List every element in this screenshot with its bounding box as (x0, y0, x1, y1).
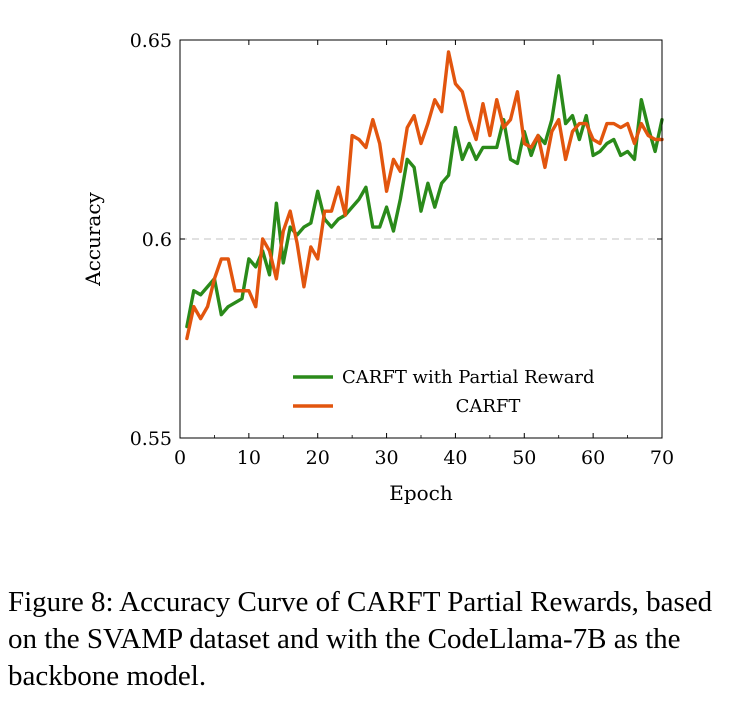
ticks-layer: 0 10 20 30 40 50 60 70 0.55 0.6 0.65 (130, 30, 674, 469)
x-tick-label: 40 (443, 447, 467, 469)
legend-label-carft: CARFT (456, 396, 521, 417)
x-axis-label: Epoch (389, 481, 453, 505)
y-tick-label: 0.6 (142, 229, 172, 251)
legend-label-carft-partial: CARFT with Partial Reward (342, 367, 595, 388)
chart: 0 10 20 30 40 50 60 70 0.55 0.6 0.65 Epoch Accurac… (81, 30, 674, 505)
x-tick-label: 50 (512, 447, 536, 469)
x-tick-label: 70 (650, 447, 674, 469)
x-tick-label: 0 (174, 447, 186, 469)
legend: CARFT with Partial Reward CARFT (293, 367, 595, 417)
figure-caption: Figure 8: Accuracy Curve of CARFT Partia… (8, 586, 713, 692)
series-line-1 (185, 50, 664, 341)
y-axis-label: Accuracy (81, 191, 105, 286)
series-line-0 (185, 74, 664, 329)
series-layer (185, 50, 664, 341)
x-tick-label: 60 (581, 447, 605, 469)
x-tick-label: 30 (374, 447, 398, 469)
x-tick-label: 10 (237, 447, 261, 469)
x-tick-label: 20 (306, 447, 330, 469)
y-tick-label: 0.65 (130, 30, 172, 52)
y-tick-label: 0.55 (130, 428, 172, 450)
